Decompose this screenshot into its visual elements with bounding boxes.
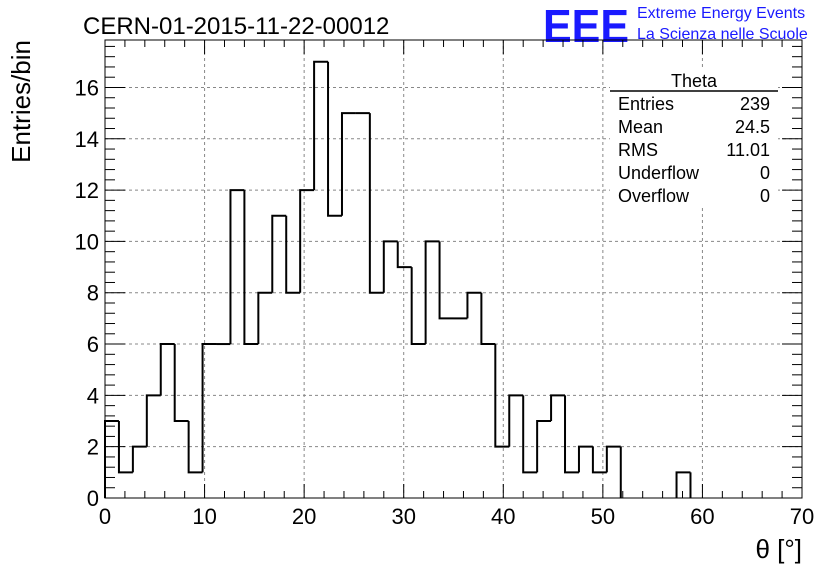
histogram-bin xyxy=(591,446,607,474)
plot-frame xyxy=(104,39,803,499)
x-tick-label: 70 xyxy=(790,504,814,529)
stat-value-rms: 11.01 xyxy=(726,140,770,160)
histogram-bin xyxy=(675,471,691,498)
histogram-bin xyxy=(104,420,119,498)
stat-value-entries: 239 xyxy=(740,94,770,114)
stat-label-rms: RMS xyxy=(618,140,658,160)
y-tick-label: 16 xyxy=(75,75,99,100)
stat-label-mean: Mean xyxy=(618,117,663,137)
y-tick-label: 12 xyxy=(75,178,99,203)
stat-label-entries: Entries xyxy=(618,94,674,114)
stats-box-background xyxy=(610,70,778,206)
stat-value-mean: 24.5 xyxy=(735,117,770,137)
stat-value-overflow: 0 xyxy=(760,186,770,206)
stat-label-underflow: Underflow xyxy=(618,163,700,183)
y-tick-labels: 0 2 4 6 8 10 12 14 16 xyxy=(75,75,99,511)
x-tick-label: 60 xyxy=(690,504,714,529)
histogram-bin xyxy=(340,112,356,216)
histogram-bin xyxy=(522,395,538,474)
histogram-bin xyxy=(494,344,510,448)
histogram-bin xyxy=(577,445,593,473)
y-tick-label: 6 xyxy=(87,332,99,357)
histogram-bin xyxy=(299,189,315,293)
histogram-bin xyxy=(117,421,133,474)
histogram-bin xyxy=(131,445,147,473)
histogram-bin xyxy=(396,241,412,269)
histogram-bin xyxy=(605,445,621,473)
x-axis-label: θ [°] xyxy=(755,534,802,564)
histogram-bin xyxy=(410,267,426,346)
histogram-bin xyxy=(243,190,259,346)
stats-box: Theta Entries 239 Mean 24.5 RMS 11.01 Un… xyxy=(610,70,778,206)
histogram-bin xyxy=(201,343,217,473)
histogram-bin xyxy=(382,240,398,293)
histogram-bin xyxy=(327,61,342,217)
logo-line-1: Extreme Energy Events xyxy=(637,5,805,22)
histogram-bin xyxy=(187,421,203,474)
axis-ticks xyxy=(104,40,803,499)
histogram-bin xyxy=(313,60,329,191)
eee-logo-letters: EEE xyxy=(543,0,629,52)
x-tick-label: 20 xyxy=(292,504,316,529)
histogram-bin xyxy=(271,214,287,293)
histogram-bin xyxy=(424,240,440,345)
x-tick-label: 40 xyxy=(491,504,515,529)
histogram-bin xyxy=(257,291,273,345)
histogram-bin xyxy=(466,291,482,319)
stat-value-underflow: 0 xyxy=(760,163,770,183)
x-tick-labels: 0 10 20 30 40 50 60 70 xyxy=(99,504,814,529)
x-tick-label: 10 xyxy=(192,504,216,529)
logo-line-2: La Scienza nelle Scuole xyxy=(637,26,808,43)
histogram-bin xyxy=(159,343,175,396)
histogram-bin xyxy=(480,292,496,346)
histogram-bin xyxy=(564,395,579,474)
y-tick-label: 0 xyxy=(87,486,99,511)
histogram-bin xyxy=(550,394,566,422)
y-tick-label: 4 xyxy=(87,383,99,408)
y-axis-label: Entries/bin xyxy=(6,40,36,163)
histogram-bin xyxy=(438,241,454,320)
histogram-bin xyxy=(145,394,161,447)
y-tick-label: 10 xyxy=(75,229,99,254)
stats-title: Theta xyxy=(671,71,718,91)
x-tick-label: 50 xyxy=(591,504,615,529)
y-tick-label: 2 xyxy=(87,435,99,460)
histogram-bin xyxy=(536,420,552,473)
run-title: CERN-01-2015-11-22-00012 xyxy=(83,13,389,40)
eee-logo: EEE Extreme Energy Events La Scienza nel… xyxy=(543,0,808,52)
stat-label-overflow: Overflow xyxy=(618,186,690,206)
histogram-bin xyxy=(368,113,384,294)
histogram-bin xyxy=(173,344,189,423)
histogram-bin xyxy=(285,215,301,294)
x-tick-label: 0 xyxy=(99,504,111,529)
y-tick-label: 14 xyxy=(75,127,99,152)
y-tick-label: 8 xyxy=(87,281,99,306)
histogram-bin xyxy=(508,394,524,447)
histogram-bin xyxy=(229,189,245,345)
x-tick-label: 30 xyxy=(391,504,415,529)
